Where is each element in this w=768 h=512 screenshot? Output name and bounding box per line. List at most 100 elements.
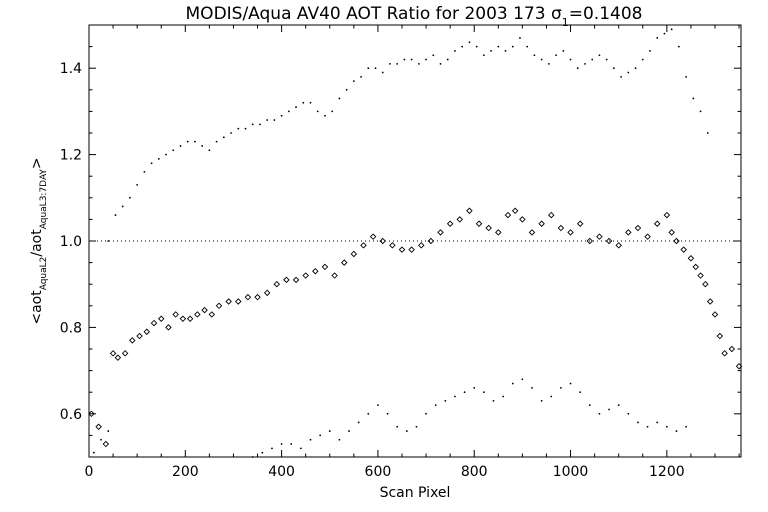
plot-layer (88, 28, 743, 458)
data-point-mean (165, 324, 172, 331)
data-point-mean (150, 319, 158, 327)
data-point-mean (398, 246, 406, 253)
data-point-upper (222, 136, 225, 139)
data-point-upper (107, 240, 110, 242)
data-point-lower (540, 399, 543, 402)
data-point-upper (634, 67, 637, 70)
data-point-mean (511, 207, 519, 214)
data-point-mean (596, 233, 603, 240)
data-point-lower (463, 391, 466, 394)
data-point-lower (617, 404, 620, 407)
y-axis-label-prefix: <aot (29, 290, 45, 325)
data-point-upper (230, 132, 232, 134)
data-point-lower (357, 421, 360, 424)
data-point-mean (576, 220, 584, 227)
data-point-upper (215, 140, 218, 143)
data-point-upper (540, 58, 543, 61)
data-point-upper (280, 114, 283, 117)
x-tick-label: 1000 (553, 464, 589, 480)
data-point-mean (179, 315, 187, 322)
y-axis-label-suffix: > (29, 157, 45, 169)
y-tick-label: 0.6 (60, 407, 82, 423)
data-point-mean (121, 350, 129, 357)
data-point-upper (352, 80, 355, 83)
data-point-upper (316, 110, 319, 113)
plot-frame (88, 24, 742, 458)
data-point-mean (446, 220, 454, 227)
data-point-mean (687, 255, 695, 262)
data-point-mean (456, 216, 464, 223)
data-point-upper (692, 97, 695, 100)
data-point-upper (649, 50, 651, 52)
data-point-upper (417, 62, 420, 65)
data-point-mean (702, 280, 709, 288)
series-upper (107, 28, 709, 242)
data-point-mean (668, 229, 675, 236)
data-point-lower (665, 425, 668, 428)
data-point-mean (466, 207, 473, 214)
data-point-upper (670, 28, 673, 31)
data-point-upper (338, 97, 341, 100)
data-point-lower (299, 447, 302, 450)
data-point-lower (425, 412, 427, 415)
data-point-lower (511, 382, 514, 385)
data-point-lower (92, 451, 95, 454)
data-point-mean (475, 220, 483, 227)
data-point-upper (129, 196, 131, 199)
data-point-mean (706, 298, 714, 305)
chart-title-sigma-sub: 1 (562, 16, 569, 29)
data-point-upper (446, 58, 449, 61)
data-point-upper (273, 119, 276, 121)
data-point-lower (685, 425, 688, 428)
data-point-upper (381, 71, 384, 74)
data-point-mean (697, 272, 704, 279)
data-point-upper (620, 75, 622, 78)
data-point-mean (360, 242, 367, 249)
data-point-mean (350, 250, 358, 258)
data-point-mean (215, 302, 223, 310)
data-point-lower (579, 391, 582, 394)
data-point-upper (605, 58, 608, 61)
data-point-mean (408, 246, 415, 253)
data-point-mean (495, 229, 502, 236)
data-point-mean (102, 440, 110, 448)
data-point-lower (261, 451, 264, 454)
x-tick-label: 400 (268, 464, 295, 480)
data-point-mean (663, 211, 671, 219)
series-lower (92, 378, 688, 458)
data-point-mean (201, 306, 208, 314)
series-mean (88, 207, 743, 448)
data-point-mean (379, 237, 386, 245)
data-point-upper (309, 101, 312, 104)
data-point-mean (427, 237, 435, 245)
data-point-lower (434, 404, 437, 407)
data-point-lower (396, 425, 399, 428)
data-point-mean (605, 237, 613, 245)
data-point-lower (290, 443, 293, 445)
x-tick-label: 800 (461, 464, 488, 480)
data-point-mean (194, 311, 201, 318)
data-point-mean (519, 216, 526, 223)
data-point-upper (403, 58, 406, 61)
data-point-lower (100, 438, 102, 441)
data-point-lower (454, 395, 456, 398)
data-point-upper (569, 58, 572, 61)
data-point-upper (576, 67, 579, 70)
data-point-lower (107, 430, 110, 432)
data-point-mean (634, 224, 642, 232)
y-tick-label: 1.0 (60, 234, 82, 250)
data-point-upper (612, 67, 615, 70)
data-point-lower (502, 395, 505, 398)
data-point-upper (511, 45, 514, 48)
y-tick-label: 1.2 (60, 148, 82, 164)
data-point-upper (475, 45, 478, 48)
data-point-upper (468, 41, 471, 44)
data-point-mean (186, 315, 194, 322)
data-point-upper (143, 170, 146, 173)
data-point-upper (641, 58, 644, 61)
x-tick-label: 600 (365, 464, 392, 480)
data-point-upper (157, 158, 160, 160)
data-point-upper (663, 32, 666, 35)
data-point-upper (497, 45, 500, 48)
data-point-mean (716, 332, 724, 340)
